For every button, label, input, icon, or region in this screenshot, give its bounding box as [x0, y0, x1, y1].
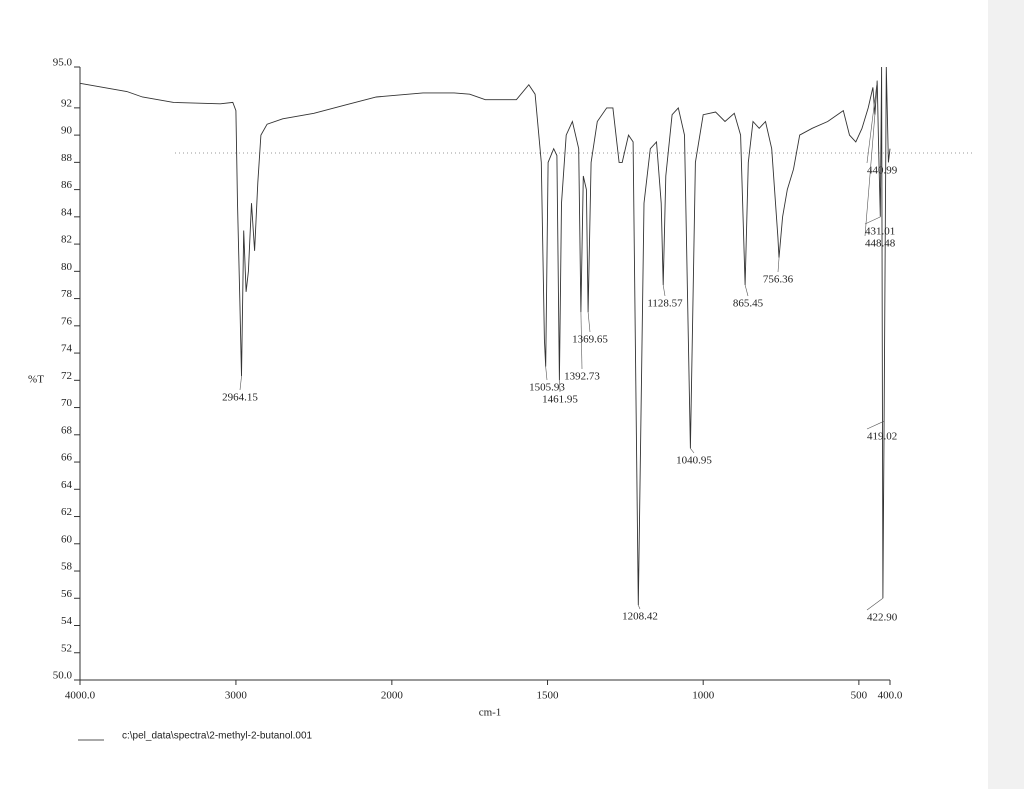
y-tick-label: 92	[61, 97, 72, 109]
y-tick-label: 64	[61, 479, 73, 491]
peak-label: 419.02	[867, 431, 897, 443]
y-tick-label: 62	[61, 506, 72, 518]
peak-label: 1128.57	[647, 298, 683, 310]
peak-leader	[690, 448, 695, 454]
peak-label: 2964.15	[222, 392, 258, 404]
peak-label: 756.36	[763, 274, 794, 286]
y-tick-label: 90	[61, 125, 73, 137]
peak-label: 1461.95	[542, 394, 578, 406]
y-tick-label: 84	[61, 206, 73, 218]
y-tick-label: 78	[61, 288, 73, 300]
x-tick-label: 3000	[225, 690, 248, 702]
y-axis-label: %T	[28, 374, 44, 386]
peak-leader	[866, 598, 884, 611]
x-tick-label: 4000.0	[65, 690, 96, 702]
x-tick-label: 1000	[692, 690, 715, 702]
scan-edge	[988, 0, 1024, 789]
y-tick-label: 60	[61, 533, 73, 545]
y-tick-label: 72	[61, 370, 72, 382]
y-tick-label: 58	[61, 561, 73, 573]
peak-leader	[559, 380, 561, 393]
peak-label: 1369.65	[572, 334, 608, 346]
peak-label: 440.99	[867, 165, 898, 177]
y-tick-label: 82	[61, 234, 72, 246]
y-tick-label: 80	[61, 261, 73, 273]
y-tick-label: 70	[61, 397, 73, 409]
y-tick-label: 66	[61, 452, 73, 464]
x-tick-label: 400.0	[878, 690, 903, 702]
peak-leader	[239, 376, 242, 391]
y-tick-label: 56	[61, 588, 73, 600]
peak-label: 431.01	[865, 226, 895, 238]
spectrum-line	[79, 66, 891, 606]
peak-label: 422.90	[867, 612, 898, 624]
peak-label: 865.45	[733, 298, 764, 310]
legend-entry: c:\pel_data\spectra\2-methyl-2-butanol.0…	[122, 731, 313, 742]
y-tick-label: 88	[61, 152, 73, 164]
x-axis-label: cm-1	[479, 707, 502, 719]
peak-leader	[638, 604, 641, 610]
x-tick-label: 1500	[537, 690, 560, 702]
y-tick-label: 52	[61, 642, 72, 654]
peak-leader	[744, 284, 749, 297]
y-tick-label: 50.0	[53, 670, 73, 682]
y-tick-label: 68	[61, 424, 73, 436]
y-tick-label: 76	[61, 315, 73, 327]
peak-leader	[662, 284, 666, 297]
peak-leader	[545, 366, 548, 381]
peak-leader	[777, 257, 780, 273]
peak-label: 1040.95	[676, 455, 712, 467]
x-tick-label: 500	[851, 690, 868, 702]
y-tick-label: 54	[61, 615, 73, 627]
x-tick-label: 2000	[381, 690, 404, 702]
peak-label: 1392.73	[564, 371, 600, 383]
peak-leader	[866, 80, 878, 164]
peak-label: 1505.93	[529, 382, 565, 394]
y-tick-label: 95.0	[53, 57, 73, 69]
peak-leader	[864, 114, 876, 237]
peak-leader	[866, 420, 885, 430]
peak-leader	[580, 312, 583, 370]
y-tick-label: 86	[61, 179, 73, 191]
peak-leader	[864, 216, 881, 225]
peak-label: 448.48	[865, 238, 896, 250]
peak-label: 1208.42	[622, 611, 658, 623]
peak-leader	[587, 312, 591, 333]
y-tick-label: 74	[61, 343, 73, 355]
